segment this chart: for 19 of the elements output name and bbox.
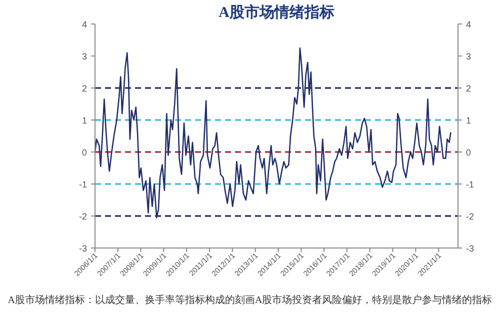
y-tick-label: -2: [78, 212, 87, 222]
y2-tick-label: 1: [466, 116, 472, 126]
y-tick-label: 0: [82, 148, 87, 158]
y-tick-label: -1: [78, 180, 87, 190]
y2-tick-label: 3: [466, 52, 472, 62]
y2-tick-label: 0: [466, 148, 472, 158]
text: A股市场情绪指标：以成交量、换手率等指标构成的刻画A股市场投资者风险偏好，特别是散户参与情绪的指标: [8, 294, 492, 306]
y-tick-label: 3: [82, 52, 87, 62]
y-tick-label: 1: [82, 116, 87, 126]
y2-tick-label: -2: [466, 212, 474, 222]
chart-title: A股市场情绪指标: [218, 3, 334, 21]
y2-tick-label: 4: [466, 20, 472, 30]
y2-tick-label: 2: [466, 84, 472, 94]
y2-tick-label: -3: [466, 244, 474, 254]
y2-tick-label: -1: [466, 180, 474, 190]
y-tick-label: -3: [78, 244, 87, 254]
y-tick-label: 4: [82, 20, 87, 30]
line-series: [94, 47, 452, 218]
y-tick-label: 2: [82, 84, 87, 94]
